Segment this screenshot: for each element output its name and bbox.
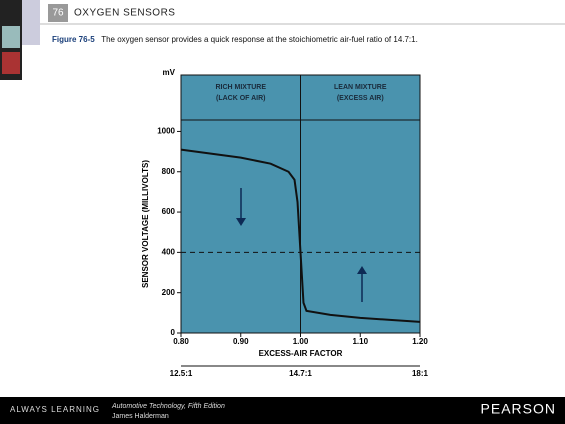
header-title: OXYGEN SENSORS xyxy=(74,8,175,19)
x-tick-label: 1.00 xyxy=(293,337,309,346)
y-tick-label: 200 xyxy=(162,288,176,297)
y-tick-label: 400 xyxy=(162,247,176,256)
icon xyxy=(2,26,20,48)
region-label: LEAN MIXTURE xyxy=(334,84,387,91)
icon xyxy=(22,0,40,45)
x-axis-label: EXCESS-AIR FACTOR xyxy=(259,349,343,358)
author: James Halderman xyxy=(112,413,169,420)
y-tick-label: 800 xyxy=(162,167,176,176)
x2-tick-label: 14.7:1 xyxy=(289,369,312,378)
region-label: (EXCESS AIR) xyxy=(337,95,384,102)
y-unit: mV xyxy=(163,68,176,77)
book-title: Automotive Technology, Fifth Edition xyxy=(111,403,225,410)
x-tick-label: 1.10 xyxy=(352,337,368,346)
y-tick-label: 1000 xyxy=(157,127,175,136)
region-label: RICH MIXTURE xyxy=(215,84,266,91)
caption: Figure 76-5 The oxygen sensor provides a… xyxy=(52,35,552,45)
icon xyxy=(2,52,20,74)
chapter-number: 76 xyxy=(52,8,64,19)
region-label: (LACK OF AIR) xyxy=(216,95,266,102)
x-tick-label: 1.20 xyxy=(412,337,428,346)
x-tick-label: 0.80 xyxy=(173,337,189,346)
y-tick-label: 0 xyxy=(171,328,176,337)
x-tick-label: 0.90 xyxy=(233,337,249,346)
slide-canvas: 76 OXYGEN SENSORS ALWAYS LEARNING Automo… xyxy=(0,0,565,424)
y-tick-label: 600 xyxy=(162,207,176,216)
caption-text: The oxygen sensor provides a quick respo… xyxy=(101,35,418,44)
slide: 76 OXYGEN SENSORS ALWAYS LEARNING Automo… xyxy=(0,0,565,424)
tagline: ALWAYS LEARNING xyxy=(10,405,100,414)
caption-label: Figure 76-5 xyxy=(52,35,95,44)
publisher: PEARSON xyxy=(481,401,556,417)
y-axis-label: SENSOR VOLTAGE (MILLIVOLTS) xyxy=(141,160,150,288)
x2-tick-label: 12.5:1 xyxy=(170,369,193,378)
x2-tick-label: 18:1 xyxy=(412,369,429,378)
